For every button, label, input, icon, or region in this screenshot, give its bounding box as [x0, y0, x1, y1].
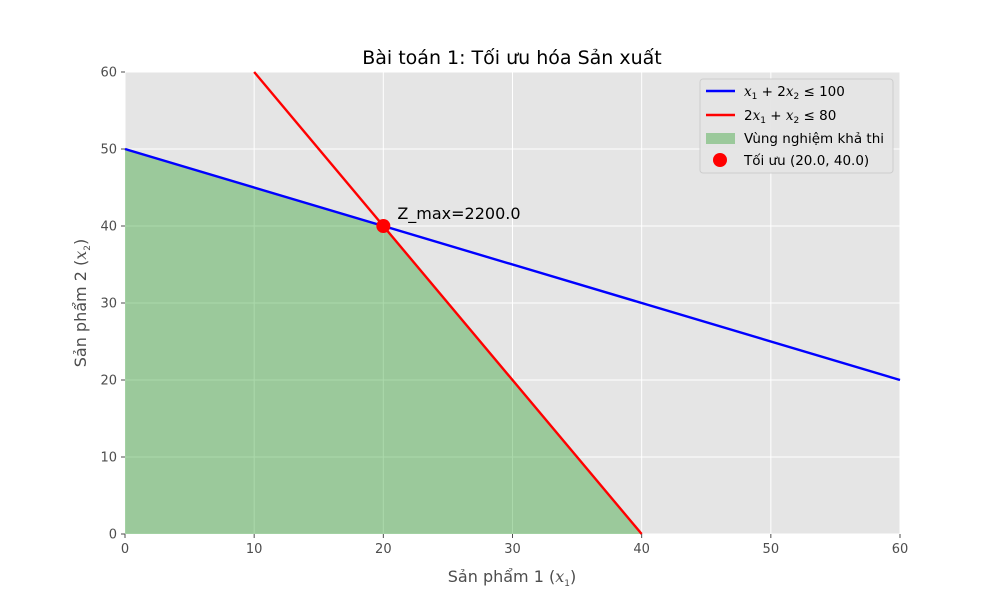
legend: x1 + 2x2 ≤ 100 2x1 + x2 ≤ 80 Vùng nghiệm… [699, 78, 894, 174]
legend-label-constraint-2: 2x1 + x2 ≤ 80 [744, 108, 836, 126]
y-tick-label-1: 10 [100, 451, 117, 466]
x-tick-label-1: 10 [246, 542, 263, 557]
y-tick-label-4: 40 [100, 220, 117, 235]
y-tick-label-6: 60 [100, 66, 117, 81]
x-tick-label-2: 20 [375, 542, 392, 557]
x-axis-label: Sản phẩm 1 (x1) [448, 567, 576, 589]
legend-swatch-optimum [713, 153, 727, 167]
feasible-region [125, 149, 642, 534]
chart-title: Bài toán 1: Tối ưu hóa Sản xuất [362, 47, 662, 69]
constraint-line-2 [253, 71, 643, 535]
legend-label-constraint-1: x1 + 2x2 ≤ 100 [744, 84, 845, 102]
y-tick-label-5: 50 [100, 143, 117, 158]
optimum-layer: Z_max=2200.0 [376, 204, 521, 233]
x-tick-label-0: 0 [121, 542, 129, 557]
y-tick-label-2: 20 [100, 374, 117, 389]
y-tick-labels: 0 10 20 30 40 50 60 [100, 66, 125, 543]
y-tick-label-0: 0 [109, 528, 117, 543]
x-tick-label-5: 50 [763, 542, 780, 557]
x-tick-label-4: 40 [633, 542, 650, 557]
feasible-region-layer [125, 149, 642, 534]
y-tick-label-3: 30 [100, 297, 117, 312]
optimum-point [376, 219, 391, 233]
y-axis-label: Sản phẩm 2 (x2) [71, 239, 93, 367]
x-tick-labels: 0 10 20 30 40 50 60 [121, 534, 908, 557]
x-tick-label-3: 30 [504, 542, 521, 557]
optimum-annotation: Z_max=2200.0 [397, 204, 520, 224]
x-tick-label-6: 60 [892, 542, 909, 557]
legend-label-optimum: Tối ưu (20.0, 40.0) [743, 152, 869, 169]
legend-swatch-feasible [706, 133, 735, 144]
series-lines [124, 71, 901, 535]
constraint-line-1 [124, 147, 901, 382]
legend-label-feasible: Vùng nghiệm khả thi [744, 131, 884, 147]
legend-box [699, 78, 894, 174]
